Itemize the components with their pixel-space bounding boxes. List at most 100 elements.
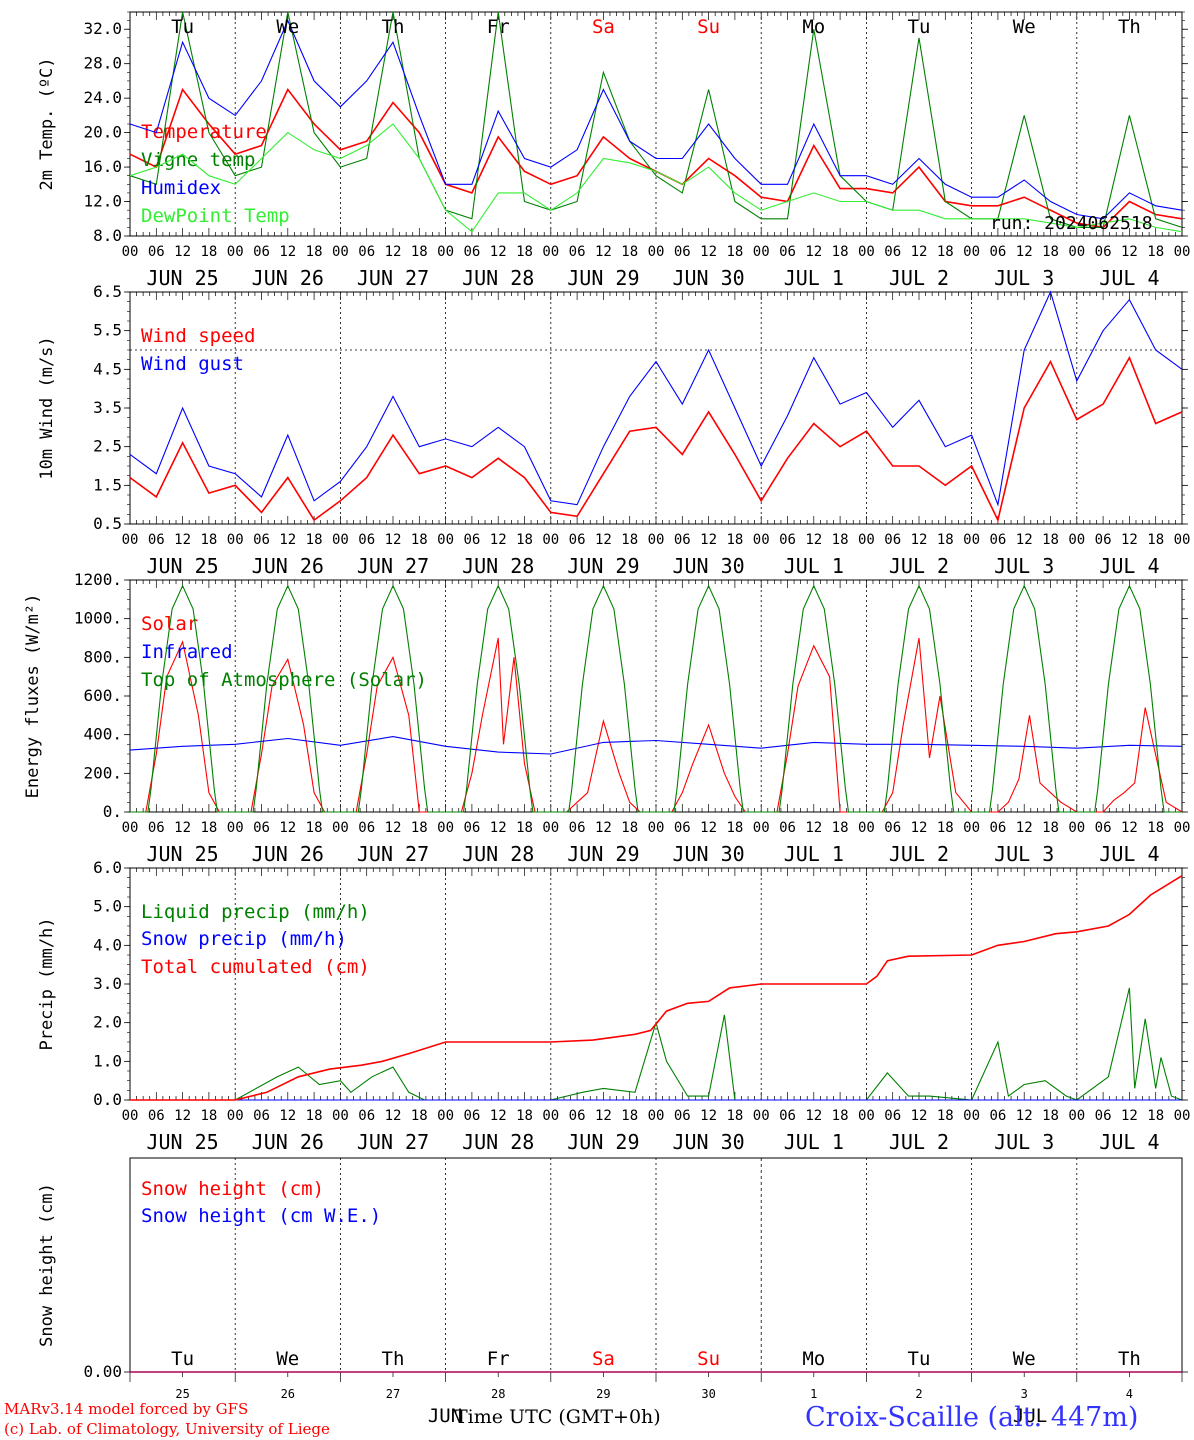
y-tick-label: 20.0 [83, 123, 122, 142]
day-label: JUN 28 [462, 842, 534, 866]
hour-tick-label: 12 [1121, 244, 1138, 260]
hour-tick-label: 12 [805, 532, 822, 548]
hour-tick-label: 18 [726, 532, 743, 548]
hour-tick-label: 12 [279, 1108, 296, 1124]
hour-tick-label: 00 [753, 1108, 770, 1124]
hour-tick-label: 18 [306, 244, 323, 260]
hour-tick-label: 12 [1016, 532, 1033, 548]
y-tick-label: 400. [83, 725, 122, 744]
weekday-top: We [1013, 16, 1036, 38]
y-tick-label: 3.5 [93, 398, 122, 417]
day-label: JUN 25 [146, 554, 218, 578]
weekday-top: Mo [802, 16, 825, 38]
series-line-1 [129, 290, 1183, 507]
hour-tick-label: 06 [674, 820, 691, 836]
legend-entry: Humidex [141, 177, 221, 199]
hour-tick-label: 18 [937, 532, 954, 548]
y-tick-label: 1.0 [93, 1051, 122, 1070]
hour-tick-label: 06 [884, 820, 901, 836]
hour-tick-label: 06 [148, 1108, 165, 1124]
hour-tick-label: 18 [832, 1108, 849, 1124]
legend-entry: Wind speed [141, 325, 255, 347]
day-label: JUL 1 [784, 554, 844, 578]
weekday-bottom: Mo [802, 1348, 825, 1370]
hour-tick-label: 12 [700, 1108, 717, 1124]
model-credit: MARv3.14 model forced by GFS [4, 1400, 249, 1418]
y-axis-label: 10m Wind (m/s) [37, 336, 57, 479]
y-tick-label: 600. [83, 686, 122, 705]
hour-tick-label: 00 [963, 244, 980, 260]
hour-tick-label: 06 [253, 532, 270, 548]
hour-tick-label: 06 [148, 820, 165, 836]
hour-tick-label: 00 [332, 244, 349, 260]
day-label: JUN 29 [567, 1130, 639, 1154]
hour-tick-label: 12 [805, 244, 822, 260]
legend-entry: Snow height (cm W.E.) [141, 1205, 381, 1227]
weekday-top: Fr [487, 16, 510, 38]
hour-tick-label: 18 [516, 820, 533, 836]
bottom-month: JUL [1013, 1405, 1047, 1427]
hour-tick-label: 12 [490, 1108, 507, 1124]
hour-tick-label: 18 [306, 820, 323, 836]
weekday-bottom: Tu [171, 1348, 194, 1370]
hour-tick-label: 12 [1121, 532, 1138, 548]
legend-entry: Liquid precip (mm/h) [141, 901, 370, 923]
y-tick-label: 1.5 [93, 475, 122, 494]
hour-tick-label: 00 [648, 244, 665, 260]
hour-tick-label: 18 [832, 820, 849, 836]
day-label: JUN 29 [567, 554, 639, 578]
y-tick-label: 0.5 [93, 514, 122, 533]
hour-tick-label: 00 [1068, 244, 1085, 260]
hour-tick-label: 00 [753, 244, 770, 260]
day-label: JUN 27 [357, 842, 429, 866]
series-line-2 [130, 875, 1183, 1101]
weekday-top: Sa [592, 16, 615, 38]
hour-tick-label: 12 [279, 532, 296, 548]
hour-tick-label: 12 [1016, 1108, 1033, 1124]
hour-tick-label: 06 [569, 1108, 586, 1124]
series-line-2 [129, 19, 1183, 220]
hour-tick-label: 18 [726, 244, 743, 260]
hour-tick-label: 12 [385, 244, 402, 260]
y-tick-label: 0. [103, 802, 122, 821]
hour-tick-label: 12 [595, 532, 612, 548]
y-tick-label: 800. [83, 647, 122, 666]
weekday-top: We [276, 16, 299, 38]
hour-tick-label: 18 [411, 532, 428, 548]
hour-tick-label: 12 [174, 1108, 191, 1124]
weekday-top: Th [382, 16, 405, 38]
legend-entry: DewPoint Temp [141, 205, 290, 227]
day-label: JUN 26 [252, 554, 324, 578]
hour-tick-label: 00 [1174, 244, 1191, 260]
hour-tick-label: 18 [516, 244, 533, 260]
hour-tick-label: 06 [358, 1108, 375, 1124]
y-tick-label: 3.0 [93, 974, 122, 993]
day-label: JUN 30 [672, 842, 744, 866]
hour-tick-label: 12 [911, 244, 928, 260]
hour-tick-label: 18 [621, 532, 638, 548]
day-label: JUL 3 [994, 842, 1054, 866]
hour-tick-label: 06 [1095, 532, 1112, 548]
hour-tick-label: 18 [306, 1108, 323, 1124]
hour-tick-label: 06 [358, 244, 375, 260]
hour-tick-label: 12 [385, 1108, 402, 1124]
hour-tick-label: 06 [674, 1108, 691, 1124]
y-tick-label: 8.0 [93, 226, 122, 245]
hour-tick-label: 00 [437, 244, 454, 260]
hour-tick-label: 12 [595, 820, 612, 836]
y-axis-label: 2m Temp. (ºC) [37, 57, 57, 190]
hour-tick-label: 00 [963, 1108, 980, 1124]
weekday-bottom: Fr [487, 1348, 510, 1370]
day-label: JUN 28 [462, 554, 534, 578]
hour-tick-label: 18 [411, 244, 428, 260]
hour-tick-label: 12 [700, 820, 717, 836]
day-label: JUL 2 [889, 842, 949, 866]
day-label: JUL 4 [1099, 554, 1159, 578]
hour-tick-label: 12 [1121, 820, 1138, 836]
hour-tick-label: 00 [542, 1108, 559, 1124]
y-axis-label: Energy fluxes (W/m²) [23, 594, 43, 799]
hour-tick-label: 06 [358, 532, 375, 548]
hour-tick-label: 00 [648, 820, 665, 836]
day-label: JUN 26 [252, 842, 324, 866]
hour-tick-label: 18 [1042, 1108, 1059, 1124]
